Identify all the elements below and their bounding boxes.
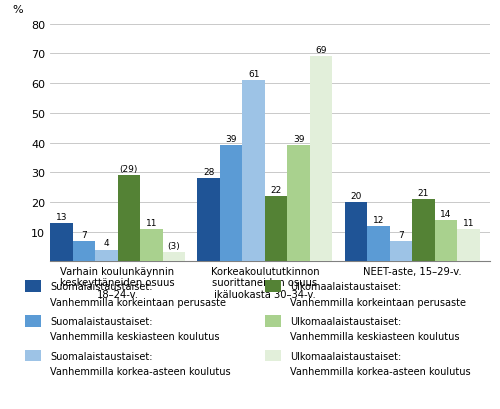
Text: Ulkomaalaistaustaiset:: Ulkomaalaistaustaiset:	[290, 316, 402, 326]
Bar	[50, 223, 72, 262]
Text: (29): (29)	[120, 165, 138, 174]
Bar	[344, 202, 367, 262]
Text: 13: 13	[56, 212, 67, 221]
Text: 28: 28	[203, 168, 214, 177]
Bar	[72, 241, 95, 262]
Text: 22: 22	[270, 185, 282, 194]
Text: Ulkomaalaistaustaiset:: Ulkomaalaistaustaiset:	[290, 351, 402, 361]
Bar	[288, 146, 310, 262]
Bar	[367, 226, 390, 262]
Text: Vanhemmilla keskiasteen koulutus: Vanhemmilla keskiasteen koulutus	[50, 332, 219, 342]
Text: 11: 11	[146, 218, 157, 227]
Bar	[242, 81, 265, 262]
Text: 11: 11	[463, 218, 474, 227]
Text: Suomalaistaustaiset:: Suomalaistaustaiset:	[50, 281, 152, 291]
Bar	[95, 250, 118, 262]
Bar	[162, 253, 185, 262]
Text: 7: 7	[398, 230, 404, 239]
Bar	[118, 176, 140, 262]
Text: 69: 69	[316, 46, 327, 55]
Text: 7: 7	[81, 230, 86, 239]
Text: Vanhemmilla korkeintaan perusaste: Vanhemmilla korkeintaan perusaste	[290, 297, 466, 307]
Bar	[458, 229, 480, 262]
Text: 20: 20	[350, 191, 362, 200]
Bar	[140, 229, 162, 262]
Text: 61: 61	[248, 70, 260, 79]
Text: %: %	[12, 5, 23, 15]
Text: 39: 39	[293, 135, 304, 144]
Text: Vanhemmilla korkeintaan perusaste: Vanhemmilla korkeintaan perusaste	[50, 297, 226, 307]
Bar	[220, 146, 242, 262]
Text: Ulkomaalaistaustaiset:: Ulkomaalaistaustaiset:	[290, 281, 402, 291]
Text: 14: 14	[440, 209, 452, 218]
Bar	[412, 200, 434, 262]
Bar	[310, 57, 332, 262]
Text: Vanhemmilla korkea-asteen koulutus: Vanhemmilla korkea-asteen koulutus	[50, 366, 230, 376]
Text: (3): (3)	[168, 242, 180, 251]
Text: Vanhemmilla keskiasteen koulutus: Vanhemmilla keskiasteen koulutus	[290, 332, 460, 342]
Text: 39: 39	[226, 135, 237, 144]
Text: 12: 12	[373, 215, 384, 224]
Text: Vanhemmilla korkea-asteen koulutus: Vanhemmilla korkea-asteen koulutus	[290, 366, 470, 376]
Bar	[434, 220, 458, 262]
Text: Suomalaistaustaiset:: Suomalaistaustaiset:	[50, 351, 152, 361]
Text: Suomalaistaustaiset:: Suomalaistaustaiset:	[50, 316, 152, 326]
Bar	[198, 179, 220, 262]
Bar	[390, 241, 412, 262]
Text: 4: 4	[104, 239, 109, 248]
Bar	[265, 197, 287, 262]
Text: 21: 21	[418, 189, 429, 198]
